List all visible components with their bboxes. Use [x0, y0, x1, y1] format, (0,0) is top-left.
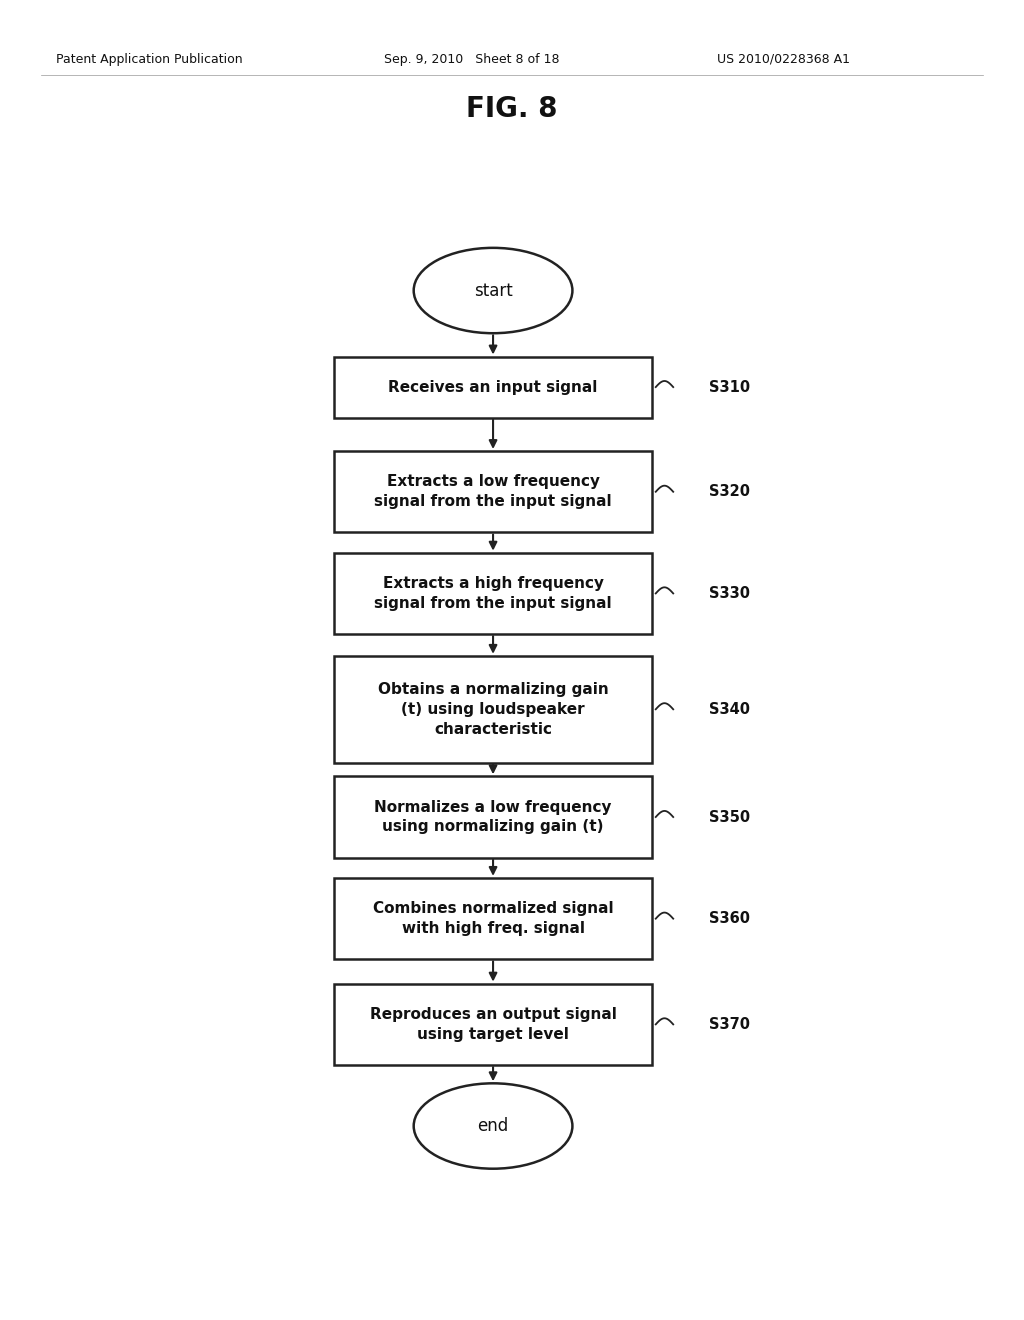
FancyBboxPatch shape: [334, 656, 652, 763]
Ellipse shape: [414, 248, 572, 333]
Text: S360: S360: [709, 911, 750, 927]
FancyBboxPatch shape: [334, 553, 652, 634]
Text: Obtains a normalizing gain
(t) using loudspeaker
characteristic: Obtains a normalizing gain (t) using lou…: [378, 682, 608, 737]
Text: Receives an input signal: Receives an input signal: [388, 380, 598, 395]
Text: Combines normalized signal
with high freq. signal: Combines normalized signal with high fre…: [373, 902, 613, 936]
FancyBboxPatch shape: [334, 451, 652, 532]
Text: Normalizes a low frequency
using normalizing gain (t): Normalizes a low frequency using normali…: [375, 800, 611, 834]
Text: S330: S330: [709, 586, 750, 601]
Text: S350: S350: [709, 809, 750, 825]
Text: end: end: [477, 1117, 509, 1135]
Text: start: start: [474, 281, 512, 300]
Text: Reproduces an output signal
using target level: Reproduces an output signal using target…: [370, 1007, 616, 1041]
Text: S370: S370: [709, 1016, 750, 1032]
FancyBboxPatch shape: [334, 776, 652, 858]
Text: Sep. 9, 2010   Sheet 8 of 18: Sep. 9, 2010 Sheet 8 of 18: [384, 53, 559, 66]
Text: US 2010/0228368 A1: US 2010/0228368 A1: [717, 53, 850, 66]
Text: S310: S310: [709, 380, 750, 395]
Text: Patent Application Publication: Patent Application Publication: [56, 53, 243, 66]
Text: Extracts a low frequency
signal from the input signal: Extracts a low frequency signal from the…: [374, 474, 612, 510]
Text: FIG. 8: FIG. 8: [466, 95, 558, 123]
FancyBboxPatch shape: [334, 983, 652, 1065]
FancyBboxPatch shape: [334, 356, 652, 417]
Text: S320: S320: [709, 484, 750, 499]
Text: S340: S340: [709, 702, 750, 717]
Ellipse shape: [414, 1084, 572, 1168]
FancyBboxPatch shape: [334, 878, 652, 960]
Text: Extracts a high frequency
signal from the input signal: Extracts a high frequency signal from th…: [374, 576, 612, 611]
